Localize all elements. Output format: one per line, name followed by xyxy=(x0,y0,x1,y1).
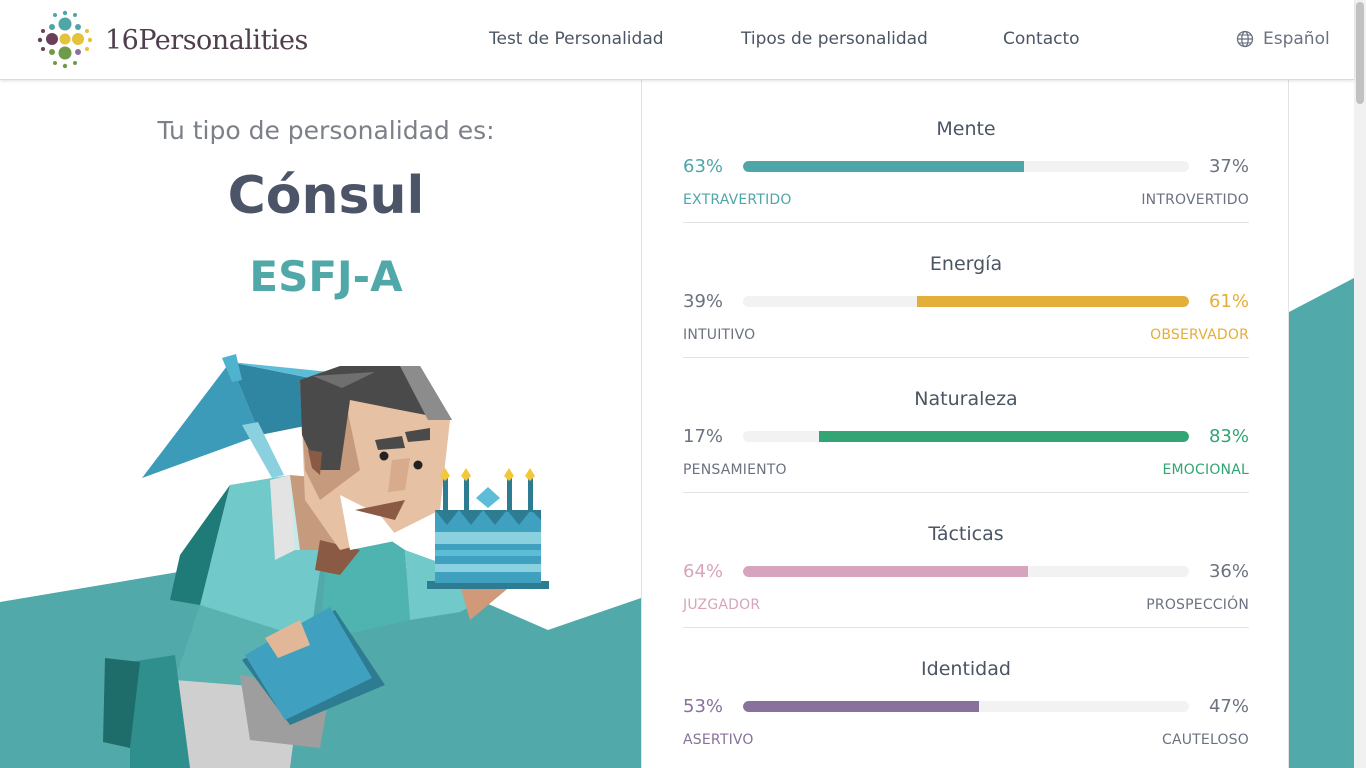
site-header: 16Personalities Test de Personalidad Tip… xyxy=(0,0,1354,80)
trait-right-percent: 83% xyxy=(1208,426,1249,447)
language-label: Español xyxy=(1263,29,1330,49)
trait-bar xyxy=(743,161,1189,172)
trait-right-percent: 61% xyxy=(1208,291,1249,312)
trait-right-label: PROSPECCIÓN xyxy=(1146,597,1249,613)
trait-bar xyxy=(743,431,1189,442)
result-subtitle: Tu tipo de personalidad es: xyxy=(157,116,495,145)
trait-identidad: Identidad 53% 47% ASERTIVO CAUTELOSO xyxy=(683,628,1249,763)
site-logo[interactable]: 16Personalities xyxy=(33,9,333,71)
trait-title: Mente xyxy=(936,118,996,140)
trait-title: Identidad xyxy=(921,658,1011,680)
trait-bar-fill xyxy=(743,566,1029,577)
trait-left-label: PENSAMIENTO xyxy=(683,462,787,478)
logo-text: 16Personalities xyxy=(105,24,308,56)
trait-bar-fill xyxy=(818,431,1189,442)
trait-tacticas: Tácticas 64% 36% JUZGADOR PROSPECCIÓN xyxy=(683,493,1249,628)
traits-panel: Mente 63% 37% EXTRAVERTIDO INTROVERTIDO … xyxy=(641,80,1289,768)
trait-left-percent: 64% xyxy=(683,561,724,582)
trait-left-label: ASERTIVO xyxy=(683,732,754,748)
trait-title: Tácticas xyxy=(928,523,1004,545)
background-wave-right xyxy=(1289,278,1354,768)
trait-left-label: INTUITIVO xyxy=(683,327,756,343)
trait-right-percent: 47% xyxy=(1208,696,1249,717)
trait-left-percent: 53% xyxy=(683,696,724,717)
result-panel: Tu tipo de personalidad es: Cónsul ESFJ-… xyxy=(0,80,641,768)
trait-left-label: EXTRAVERTIDO xyxy=(683,192,792,208)
nav-types[interactable]: Tipos de personalidad xyxy=(741,29,928,49)
trait-bar-fill xyxy=(916,296,1189,307)
trait-right-label: INTROVERTIDO xyxy=(1141,192,1249,208)
page-scrollbar[interactable] xyxy=(1354,0,1366,768)
trait-title: Energía xyxy=(929,253,1003,275)
trait-bar xyxy=(743,566,1189,577)
personality-type-code: ESFJ-A xyxy=(249,252,403,301)
trait-energia: Energía 39% 61% INTUITIVO OBSERVADOR xyxy=(683,223,1249,358)
trait-right-label: OBSERVADOR xyxy=(1150,327,1249,343)
globe-icon xyxy=(1236,30,1254,48)
scrollbar-thumb[interactable] xyxy=(1356,2,1364,104)
trait-title: Naturaleza xyxy=(914,388,1018,410)
nav-test[interactable]: Test de Personalidad xyxy=(489,29,664,49)
trait-left-percent: 63% xyxy=(683,156,724,177)
trait-mente: Mente 63% 37% EXTRAVERTIDO INTROVERTIDO xyxy=(683,88,1249,223)
trait-left-percent: 39% xyxy=(683,291,724,312)
nav-contact[interactable]: Contacto xyxy=(1003,29,1080,49)
trait-bar xyxy=(743,701,1189,712)
trait-left-percent: 17% xyxy=(683,426,724,447)
trait-bar xyxy=(743,296,1189,307)
trait-bar-fill xyxy=(743,161,1024,172)
trait-right-percent: 36% xyxy=(1208,561,1249,582)
language-selector[interactable]: Español xyxy=(1236,29,1330,49)
trait-naturaleza: Naturaleza 17% 83% PENSAMIENTO EMOCIONAL xyxy=(683,358,1249,493)
trait-right-label: CAUTELOSO xyxy=(1161,732,1249,748)
consul-character-illustration xyxy=(103,354,549,768)
trait-left-label: JUZGADOR xyxy=(683,597,761,613)
personality-type-name: Cónsul xyxy=(227,166,425,226)
16personalities-logo-icon xyxy=(37,10,93,69)
trait-right-percent: 37% xyxy=(1208,156,1249,177)
trait-bar-fill xyxy=(743,701,980,712)
trait-right-label: EMOCIONAL xyxy=(1162,462,1249,478)
